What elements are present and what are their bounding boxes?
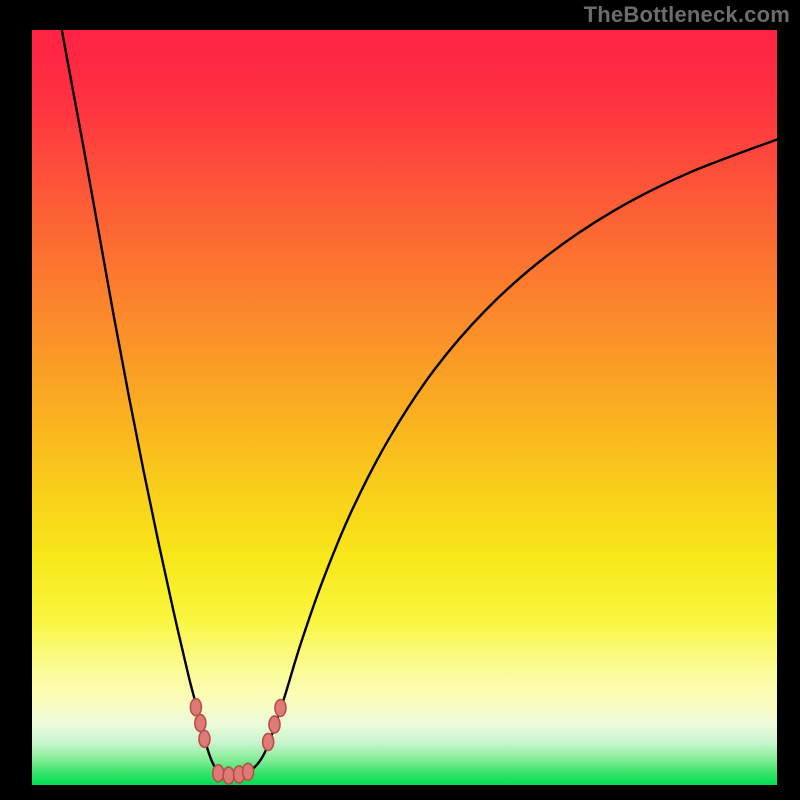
watermark-text: TheBottleneck.com xyxy=(584,2,790,28)
data-marker xyxy=(243,763,254,780)
data-marker xyxy=(199,730,210,747)
data-marker xyxy=(263,733,274,750)
gradient-background xyxy=(32,30,777,785)
data-marker xyxy=(213,765,224,782)
data-marker xyxy=(275,699,286,716)
data-marker xyxy=(223,767,234,784)
data-marker xyxy=(190,699,201,716)
data-marker xyxy=(195,715,206,732)
bottleneck-curve-svg xyxy=(32,30,777,785)
plot-area xyxy=(32,30,777,785)
chart-root: TheBottleneck.com xyxy=(0,0,800,800)
data-marker xyxy=(269,716,280,733)
